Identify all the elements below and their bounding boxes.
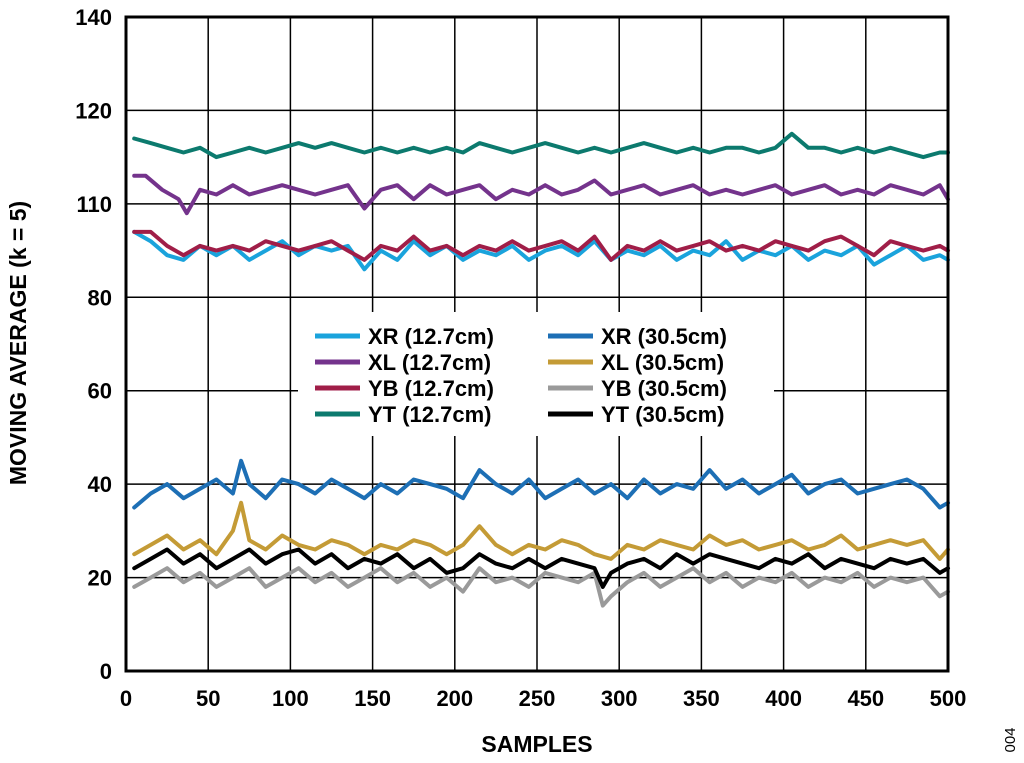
- x-axis-title: SAMPLES: [481, 731, 592, 757]
- legend-label: YB (12.7cm): [368, 376, 494, 401]
- y-tick-label: 60: [88, 379, 112, 404]
- y-tick-label: 80: [88, 285, 112, 310]
- x-tick-label: 400: [765, 686, 802, 711]
- y-tick-label: 140: [75, 5, 112, 30]
- legend-label: YT (30.5cm): [601, 402, 725, 427]
- legend-label: YB (30.5cm): [601, 376, 727, 401]
- x-tick-label: 0: [120, 686, 132, 711]
- x-tick-label: 100: [272, 686, 309, 711]
- legend-box: [298, 312, 774, 436]
- legend-label: XL (30.5cm): [601, 350, 724, 375]
- legend-label: XR (30.5cm): [601, 324, 727, 349]
- y-tick-label: 120: [75, 98, 112, 123]
- series-line: [132, 547, 950, 589]
- series-line: [132, 458, 950, 510]
- figure-id: 004: [1002, 727, 1019, 752]
- series-line: [132, 566, 950, 608]
- x-tick-label: 250: [519, 686, 556, 711]
- series-line: [132, 229, 950, 262]
- x-tick-labels: 0 50 100 150 200 250 300 350 400 450 500: [120, 686, 966, 711]
- x-tick-label: 500: [930, 686, 967, 711]
- x-tick-label: 50: [196, 686, 220, 711]
- x-tick-label: 350: [683, 686, 720, 711]
- y-axis-title: MOVING AVERAGE (k = 5): [5, 201, 31, 485]
- x-tick-label: 300: [601, 686, 638, 711]
- series-lines: [132, 131, 950, 608]
- legend: XR (12.7cm)XL (12.7cm)YB (12.7cm)YT (12.…: [298, 312, 774, 436]
- series-line: [132, 500, 950, 561]
- plot-frame: [124, 15, 950, 673]
- y-tick-label: 110: [77, 192, 113, 217]
- series-line: [132, 131, 950, 160]
- x-tick-label: 450: [847, 686, 884, 711]
- y-tick-label: 20: [88, 566, 112, 591]
- series-line: [132, 229, 950, 272]
- legend-label: XR (12.7cm): [368, 324, 494, 349]
- y-tick-labels: 0 20 40 60 80 110 120 140: [75, 5, 112, 684]
- legend-label: XL (12.7cm): [368, 350, 491, 375]
- series-line: [132, 173, 950, 216]
- x-tick-label: 200: [436, 686, 473, 711]
- y-tick-label: 40: [88, 472, 112, 497]
- y-tick-label: 0: [100, 659, 112, 684]
- legend-label: YT (12.7cm): [368, 402, 492, 427]
- x-tick-label: 150: [354, 686, 391, 711]
